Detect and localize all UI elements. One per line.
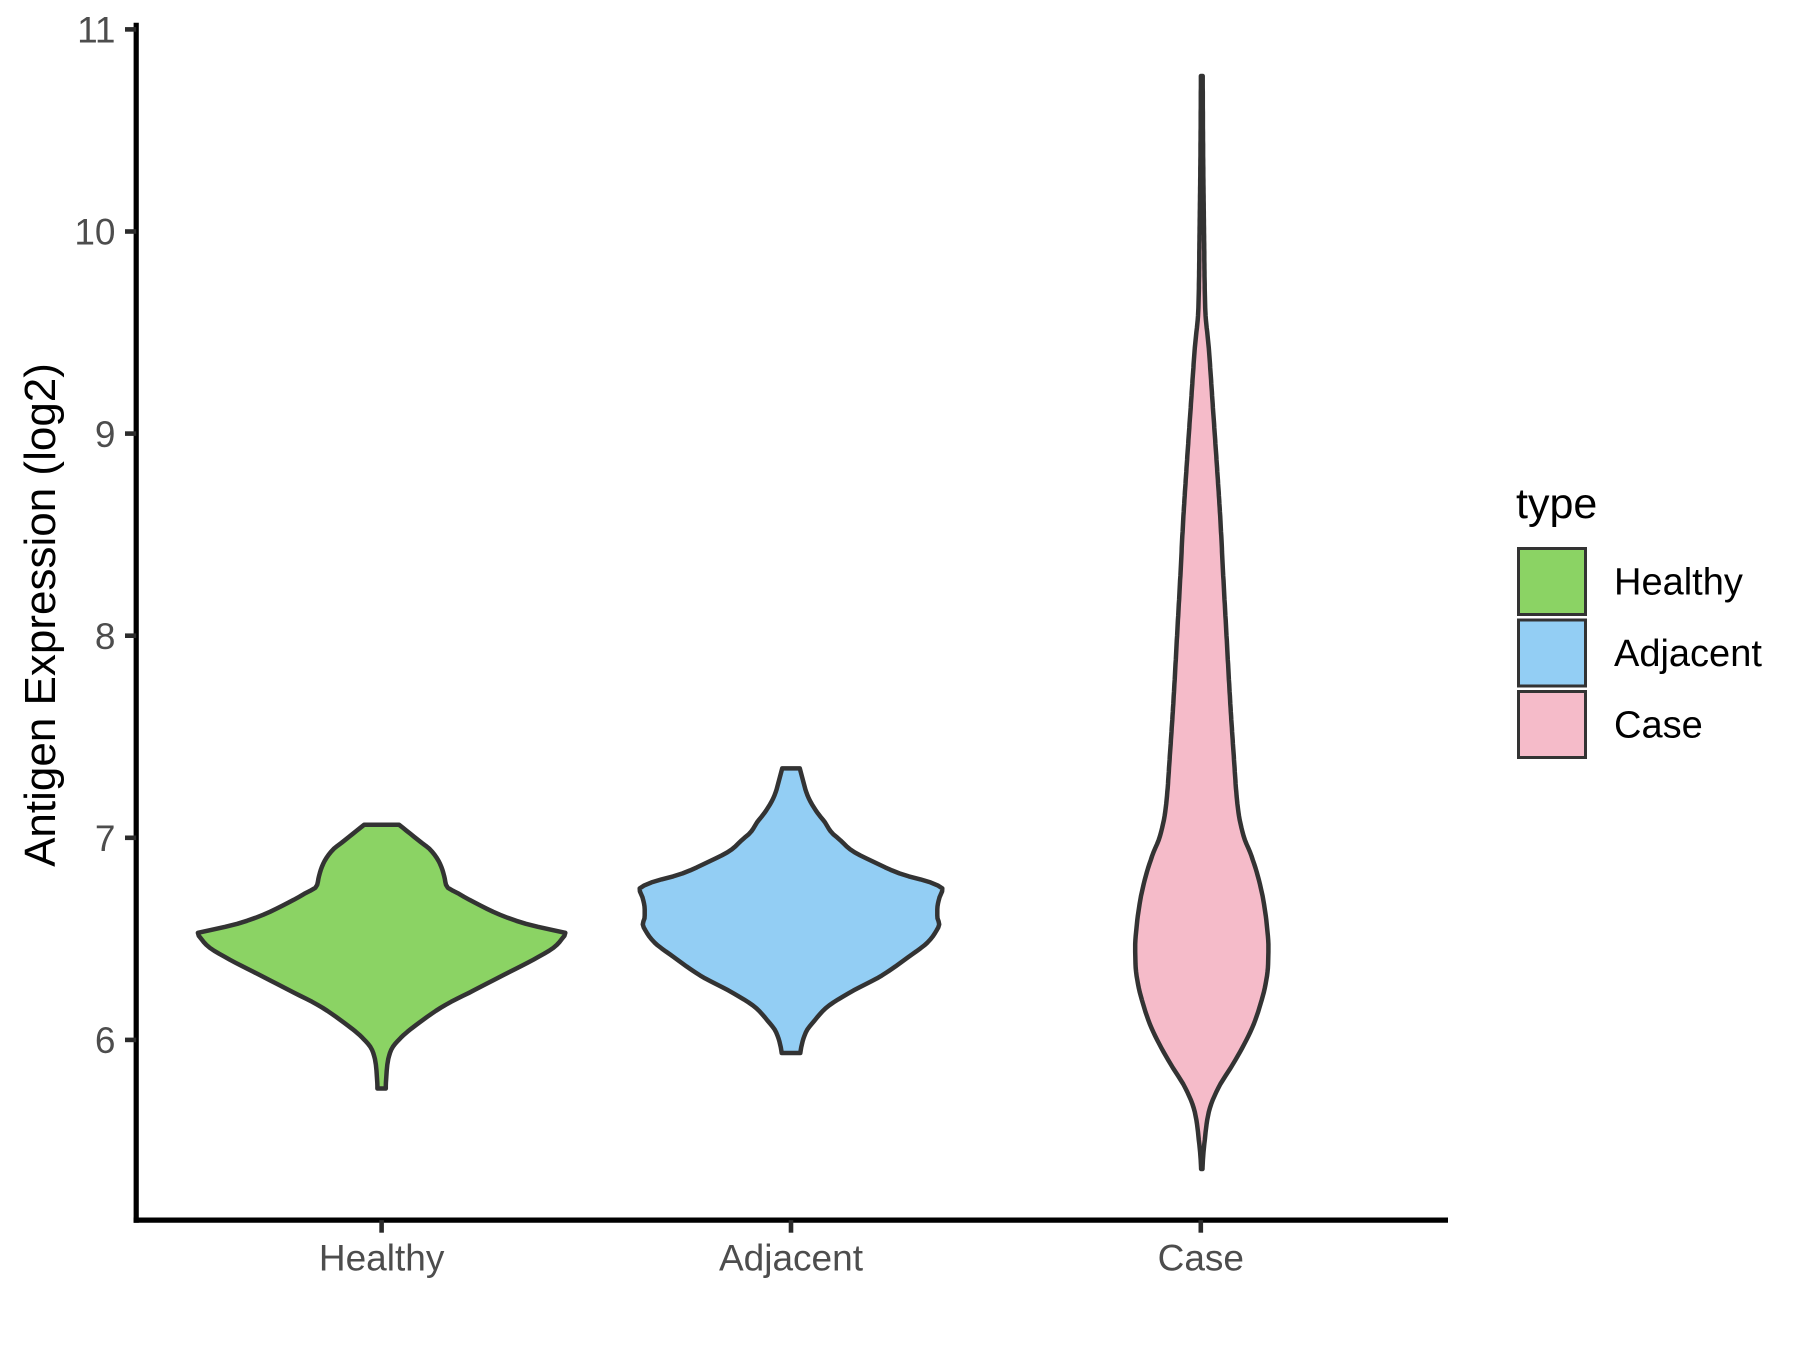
svg-text:Adjacent: Adjacent xyxy=(719,1237,864,1278)
svg-text:7: 7 xyxy=(95,818,116,859)
svg-text:Adjacent: Adjacent xyxy=(1614,633,1762,675)
svg-text:Healthy: Healthy xyxy=(319,1237,445,1278)
svg-text:11: 11 xyxy=(77,10,115,51)
svg-text:Healthy: Healthy xyxy=(1614,562,1743,604)
svg-text:Case: Case xyxy=(1158,1237,1244,1278)
svg-text:6: 6 xyxy=(95,1020,116,1061)
svg-text:type: type xyxy=(1516,480,1597,528)
svg-text:10: 10 xyxy=(74,212,115,253)
svg-text:Case: Case xyxy=(1614,705,1703,747)
svg-text:9: 9 xyxy=(95,414,116,455)
svg-text:8: 8 xyxy=(95,616,116,657)
svg-text:Antigen Expression (log2): Antigen Expression (log2) xyxy=(16,363,65,867)
